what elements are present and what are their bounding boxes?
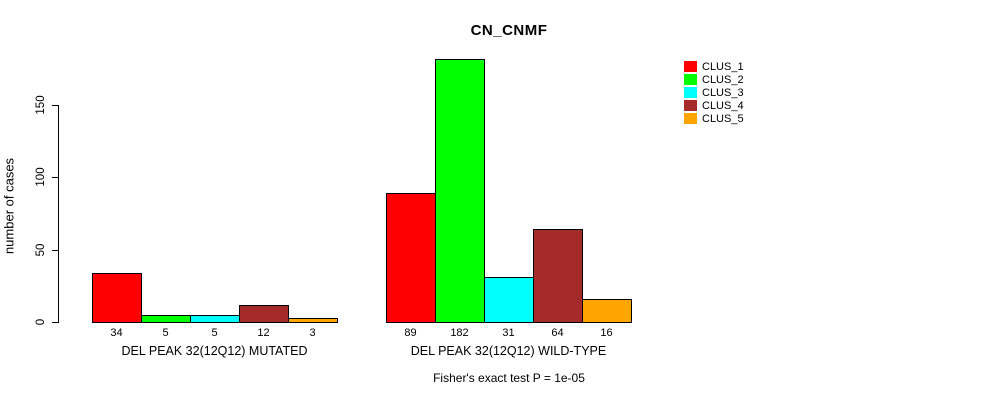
y-axis-tick xyxy=(52,177,58,179)
bar-value-label: 5 xyxy=(162,327,169,339)
legend-item: CLUS_2 xyxy=(684,73,744,86)
bar-value-label: 12 xyxy=(257,327,270,339)
bar-value-label: 182 xyxy=(450,327,469,339)
y-axis-tick xyxy=(52,249,58,251)
bar-value-label: 5 xyxy=(211,327,218,339)
bar-value-label: 34 xyxy=(110,327,123,339)
bar-value-label: 31 xyxy=(502,327,515,339)
legend-label: CLUS_1 xyxy=(702,60,744,73)
legend-label: CLUS_2 xyxy=(702,73,744,86)
bar-clus-1-group2 xyxy=(386,193,436,323)
bar-clus-4-group2 xyxy=(533,229,583,323)
y-axis-tick-label: 50 xyxy=(35,243,47,257)
y-axis-tick-label: 150 xyxy=(35,95,47,115)
legend-item: CLUS_3 xyxy=(684,86,744,99)
bar-clus-5-group2 xyxy=(582,298,632,323)
x-category-label: DEL PEAK 32(12Q12) MUTATED xyxy=(121,344,308,358)
legend-swatch-clus-1 xyxy=(684,61,697,72)
y-axis-tick-label: 0 xyxy=(35,318,47,326)
y-axis-line xyxy=(58,105,59,323)
legend: CLUS_1 CLUS_2 CLUS_3 CLUS_4 CLUS_5 xyxy=(684,60,744,125)
bar-value-label: 64 xyxy=(551,327,564,339)
bar-clus-4-group1 xyxy=(239,304,289,323)
x-category-label: DEL PEAK 32(12Q12) WILD-TYPE xyxy=(410,344,607,358)
legend-label: CLUS_3 xyxy=(702,86,744,99)
legend-label: CLUS_4 xyxy=(702,99,744,112)
y-axis-tick-label: 100 xyxy=(35,167,47,187)
legend-swatch-clus-3 xyxy=(684,87,697,98)
bar-clus-5-group1 xyxy=(288,317,338,323)
bar-clus-2-group2 xyxy=(435,58,485,323)
bar-value-label: 89 xyxy=(404,327,417,339)
bar-clus-3-group1 xyxy=(190,314,240,323)
bar-clus-1-group1 xyxy=(92,272,142,323)
legend-item: CLUS_4 xyxy=(684,99,744,112)
legend-swatch-clus-4 xyxy=(684,100,697,111)
bar-value-label: 16 xyxy=(600,327,613,339)
legend-swatch-clus-5 xyxy=(684,113,697,124)
legend-swatch-clus-2 xyxy=(684,74,697,85)
chart-title: CN_CNMF xyxy=(470,22,548,39)
legend-label: CLUS_5 xyxy=(702,112,744,125)
legend-item: CLUS_5 xyxy=(684,112,744,125)
bar-clus-2-group1 xyxy=(141,314,191,323)
legend-item: CLUS_1 xyxy=(684,60,744,73)
y-axis-tick xyxy=(52,322,58,323)
y-axis-tick xyxy=(52,105,58,106)
bar-clus-3-group2 xyxy=(484,277,534,323)
annotation-text: Fisher's exact test P = 1e-05 xyxy=(433,371,585,385)
bar-value-label: 3 xyxy=(309,327,316,339)
